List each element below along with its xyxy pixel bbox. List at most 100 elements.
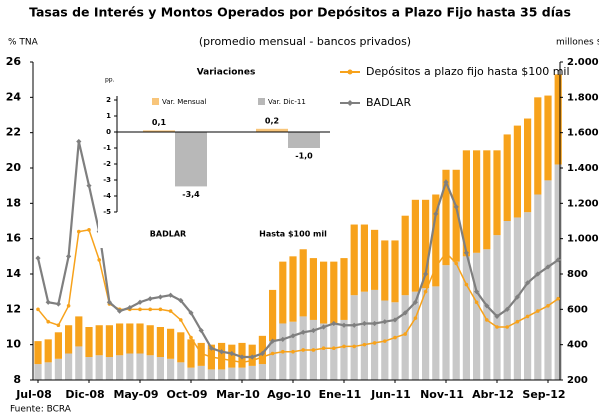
bar xyxy=(167,358,175,380)
marker xyxy=(372,320,378,327)
marker xyxy=(178,297,184,304)
bar xyxy=(340,258,348,320)
marker xyxy=(393,335,397,340)
bar xyxy=(320,261,328,324)
marker xyxy=(392,317,398,323)
marker xyxy=(514,294,520,300)
marker xyxy=(515,319,520,324)
bar xyxy=(95,355,103,380)
inset-bar xyxy=(256,128,288,132)
bar xyxy=(462,150,470,257)
y2-tick-label: 200 xyxy=(567,375,588,386)
x-tick-label: Jun-11 xyxy=(370,388,411,401)
bar xyxy=(105,325,113,358)
inset-legend-label: Var. Mensual xyxy=(162,98,206,106)
marker xyxy=(179,318,183,322)
bar xyxy=(299,249,307,317)
marker xyxy=(535,271,541,277)
inset-bar xyxy=(175,132,207,187)
inset-y-tick-label: -2 xyxy=(103,160,111,168)
bar xyxy=(503,134,511,221)
inset-category-label: Hasta $100 mil xyxy=(259,230,327,239)
marker xyxy=(56,323,61,328)
marker xyxy=(137,299,143,305)
bar xyxy=(422,288,430,380)
inset-y-tick-label: 1 xyxy=(106,112,111,120)
bar xyxy=(534,194,542,380)
inset-y-tick-label: 0 xyxy=(106,128,111,136)
marker xyxy=(86,183,92,189)
bar xyxy=(330,261,338,324)
inset-value-label: 0,2 xyxy=(265,116,279,125)
marker xyxy=(372,341,377,345)
marker xyxy=(219,349,225,355)
bar xyxy=(167,328,175,359)
marker xyxy=(66,304,71,308)
marker xyxy=(281,349,285,354)
y2-tick-label: 600 xyxy=(567,304,588,315)
marker xyxy=(300,329,306,335)
bar xyxy=(422,199,430,289)
marker xyxy=(332,346,336,351)
bar xyxy=(105,357,113,380)
y2-tick-label: 1.800 xyxy=(567,92,599,103)
bar xyxy=(218,369,226,380)
legend-marker xyxy=(347,69,353,75)
inset-y-tick-label: 2 xyxy=(106,96,111,104)
marker xyxy=(250,358,254,363)
marker xyxy=(321,346,326,351)
marker xyxy=(291,349,295,354)
marker xyxy=(147,296,153,302)
marker xyxy=(55,301,61,307)
bar xyxy=(95,325,103,356)
marker xyxy=(36,307,40,312)
marker xyxy=(301,348,306,352)
bar xyxy=(534,97,542,195)
bar xyxy=(360,291,368,380)
y2-tick-label: 800 xyxy=(567,269,588,280)
marker xyxy=(444,251,448,255)
y-tick-label: 26 xyxy=(6,55,22,68)
legend-label: Depósitos a plazo fijo hasta $100 mil xyxy=(366,65,570,78)
y-tick-label: 16 xyxy=(6,232,22,245)
bar xyxy=(156,357,164,380)
marker xyxy=(433,211,439,217)
x-tick-label: Sep-12 xyxy=(522,388,565,401)
marker xyxy=(555,257,561,263)
inset-y-tick-label: -4 xyxy=(103,192,111,200)
y2-tick-label: 400 xyxy=(567,340,588,351)
marker xyxy=(106,299,112,305)
marker xyxy=(148,307,152,312)
inset-title: Variaciones xyxy=(197,68,256,78)
marker xyxy=(240,360,244,365)
marker xyxy=(259,350,265,357)
inset-value-label: 0,1 xyxy=(152,118,167,127)
bar xyxy=(146,355,154,380)
marker xyxy=(117,308,123,314)
marker xyxy=(474,300,479,305)
bar xyxy=(75,346,83,380)
bar xyxy=(156,327,164,358)
bar xyxy=(554,164,562,380)
bar xyxy=(320,323,328,380)
y-tick-label: 22 xyxy=(6,126,21,139)
y2-tick-label: 1.200 xyxy=(567,198,599,209)
bar xyxy=(330,323,338,380)
bar xyxy=(391,302,399,380)
marker xyxy=(209,355,214,359)
bar xyxy=(34,341,42,365)
marker xyxy=(87,228,91,232)
chart-subtitle: (promedio mensual - bancos privados) xyxy=(199,35,411,48)
bar xyxy=(452,261,460,380)
marker xyxy=(485,318,489,322)
bar xyxy=(350,224,358,296)
y2-tick-label: 1.000 xyxy=(567,234,599,245)
marker xyxy=(208,345,214,351)
bar xyxy=(442,169,450,266)
bar xyxy=(350,295,358,380)
source: Fuente: BCRA xyxy=(10,405,72,415)
bar xyxy=(65,325,73,354)
marker xyxy=(423,271,429,277)
y-axis-label: % TNA xyxy=(8,38,39,48)
